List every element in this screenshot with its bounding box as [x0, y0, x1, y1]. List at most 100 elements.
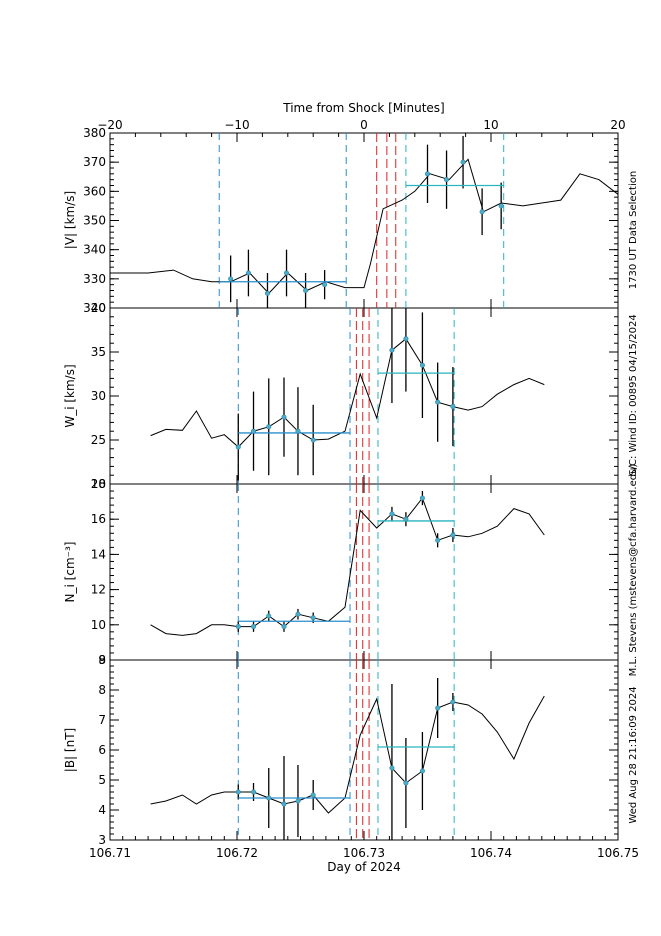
data-point — [235, 624, 241, 630]
data-point — [251, 624, 257, 630]
y-tick-label: 370 — [83, 155, 106, 169]
data-trace — [150, 497, 545, 636]
y-tick-label: 4 — [98, 803, 106, 817]
data-point — [419, 768, 425, 774]
data-point — [419, 495, 425, 501]
y-tick-label: 9 — [98, 653, 106, 667]
panel-thermal: W_i [km/s] — [63, 307, 619, 485]
data-point — [284, 270, 290, 276]
data-point — [460, 159, 466, 165]
top-tick-label: 20 — [610, 118, 625, 132]
chart-marks: 3203303403503603703802025303540810121416… — [83, 126, 618, 847]
panel-field-marks: 3 4 5 6 7 8 9 — [98, 653, 618, 847]
y-tick-label: 25 — [91, 433, 106, 447]
y-tick-label: 360 — [83, 184, 106, 198]
bottom-tick-label: 106.72 — [216, 846, 258, 860]
data-point — [281, 624, 287, 630]
data-point — [245, 270, 251, 276]
y-tick-label: 330 — [83, 272, 106, 286]
y-tick-label: 8 — [98, 683, 106, 697]
y-tick-label: 320 — [83, 301, 106, 315]
top-axis: −20 −10 0 10 20 — [97, 118, 626, 142]
bottom-tick-label: 106.75 — [597, 846, 639, 860]
data-point — [303, 287, 309, 293]
bottom-tick-label: 106.71 — [89, 846, 131, 860]
y-tick-label: 20 — [91, 477, 106, 491]
panel-density-ylabel: N_i [cm⁻³] — [63, 542, 77, 603]
data-point — [389, 511, 395, 517]
y-tick-label: 350 — [83, 214, 106, 228]
data-point — [479, 209, 485, 215]
y-tick-label: 340 — [83, 243, 106, 257]
y-tick-label: 18 — [91, 477, 106, 491]
data-point — [266, 613, 272, 619]
data-point — [435, 705, 441, 711]
panel-speed-frame — [109, 132, 619, 309]
data-point — [264, 290, 270, 296]
panel-field: |B| [nT] — [63, 659, 619, 841]
panel-thermal-frame — [109, 307, 619, 485]
data-point — [295, 428, 301, 434]
top-tick-label: 0 — [360, 118, 368, 132]
top-tick-label: −20 — [97, 118, 122, 132]
data-point — [403, 516, 409, 522]
data-point — [403, 780, 409, 786]
data-point — [281, 414, 287, 420]
data-point — [228, 276, 234, 282]
panel-field-ylabel: |B| [nT] — [63, 728, 77, 772]
panel-thermal-ylabel: W_i [km/s] — [63, 364, 77, 427]
y-tick-label: 3 — [98, 833, 106, 847]
y-tick-label: 6 — [98, 743, 106, 757]
top-tick-label: 10 — [483, 118, 498, 132]
data-trace — [110, 158, 618, 295]
y-tick-label: 40 — [91, 301, 106, 315]
panel-density-marks: 8 10 12 14 16 18 — [91, 477, 618, 667]
data-point — [310, 437, 316, 443]
panel-density-plot-area — [150, 491, 545, 636]
data-point — [235, 789, 241, 795]
bottom-tick-label: 106.73 — [343, 846, 385, 860]
data-point — [403, 336, 409, 342]
bottom-axis-title: Day of 2024 — [327, 860, 400, 874]
y-tick-label: 35 — [91, 345, 106, 359]
y-tick-label: 7 — [98, 713, 106, 727]
top-axis-title: Time from Shock [Minutes] — [282, 101, 444, 115]
data-point — [235, 444, 241, 450]
data-point — [435, 399, 441, 405]
data-point — [435, 537, 441, 543]
data-point — [266, 424, 272, 430]
y-tick-label: 12 — [91, 583, 106, 597]
panel-field-frame — [109, 659, 619, 841]
data-point — [266, 795, 272, 801]
data-point — [310, 792, 316, 798]
data-point — [251, 789, 257, 795]
y-tick-label: 380 — [83, 126, 106, 140]
data-point — [424, 171, 430, 177]
data-point — [295, 611, 301, 617]
panel-thermal-marks: 20 25 30 35 40 — [91, 301, 618, 491]
data-trace — [150, 338, 545, 448]
y-tick-label: 30 — [91, 389, 106, 403]
y-tick-label: 5 — [98, 773, 106, 787]
y-tick-label: 16 — [91, 512, 106, 526]
spacecraft-label: S/C: Wind ID: 00895 04/15/2024 — [628, 314, 639, 475]
bottom-axis: 106.71 106.72 106.73 106.74 106.75 — [89, 299, 639, 860]
data-point — [281, 801, 287, 807]
data-point — [310, 615, 316, 621]
data-point — [389, 765, 395, 771]
author-label: M.L. Stevens (mstevens@cfa.harvard.edu) — [628, 464, 639, 677]
data-point — [322, 282, 328, 288]
panel-speed-plot-area — [110, 135, 618, 308]
top-tick-label: −10 — [224, 118, 249, 132]
data-selection-label: 1730 UT Data Selection — [628, 171, 639, 289]
y-tick-label: 14 — [91, 547, 106, 561]
data-point — [389, 347, 395, 353]
panel-speed-marks: 320 330 340 350 360 370 380 — [83, 126, 618, 315]
data-point — [295, 798, 301, 804]
data-trace — [150, 695, 545, 814]
data-point — [450, 532, 456, 538]
panel-density-frame — [109, 483, 619, 661]
data-point — [450, 699, 456, 705]
y-tick-label: 10 — [91, 618, 106, 632]
